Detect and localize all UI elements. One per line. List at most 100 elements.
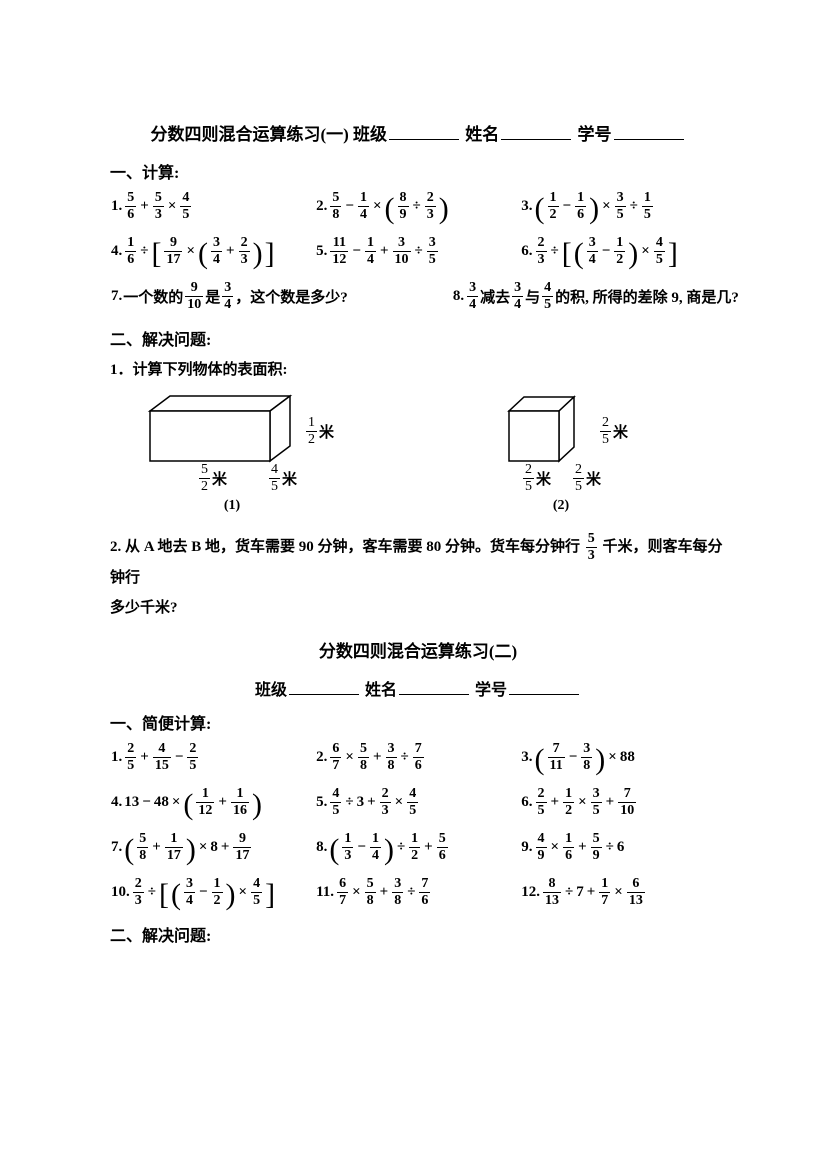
figure-row: 12 米 52 米 45 米 (1) <box>120 391 726 514</box>
q-num: 11. <box>315 884 335 901</box>
div: ÷ <box>395 839 407 856</box>
label-class2: 班级 <box>255 682 287 699</box>
sheet1-title-row: 分数四则混合运算练习(一) 班级 姓名 学号 <box>110 120 726 145</box>
lparen: ( <box>170 884 182 905</box>
plus: + <box>150 839 163 856</box>
frac: 34 <box>512 281 523 312</box>
blank-no[interactable] <box>614 124 684 140</box>
frac: 34 <box>211 236 222 267</box>
lparen: ( <box>328 839 340 860</box>
plus: + <box>371 749 384 766</box>
times: × <box>343 749 356 766</box>
frac: 67 <box>330 742 341 773</box>
sheet2-fields: 班级 姓名 学号 <box>110 676 726 700</box>
frac: 1112 <box>330 236 348 267</box>
frac: 35 <box>427 236 438 267</box>
s2-q6: 6. 25 + 12 × 35 + 710 <box>520 787 725 818</box>
times: × <box>166 198 179 215</box>
frac: 45 <box>180 191 191 222</box>
div: ÷ <box>563 884 575 901</box>
s2-row3: 7. ( 58 + 117 ) × 8 + 917 8. ( 13 − 14 )… <box>110 832 726 863</box>
s1-sub1: 1．计算下列物体的表面积: <box>110 358 726 379</box>
minus: − <box>355 839 368 856</box>
blank-class2[interactable] <box>289 679 359 695</box>
s2-q11: 11. 67 × 58 + 38 ÷ 76 <box>315 877 520 908</box>
s2-q1: 1. 25 + 415 − 25 <box>110 742 315 773</box>
frac: 613 <box>627 877 645 908</box>
blank-no2[interactable] <box>509 679 579 695</box>
q7-num: 7. <box>110 288 123 305</box>
frac: 23 <box>133 877 144 908</box>
num: 3 <box>356 794 366 811</box>
times: × <box>170 794 183 811</box>
blank-name2[interactable] <box>399 679 469 695</box>
times: × <box>393 794 406 811</box>
q-num: 2. <box>315 749 328 766</box>
q7-text-b: 是 <box>205 286 220 307</box>
blank-class[interactable] <box>389 124 459 140</box>
frac: 23 <box>536 236 547 267</box>
q-num: 7. <box>110 839 123 856</box>
frac: 45 <box>330 787 341 818</box>
q-num: 3. <box>520 749 533 766</box>
s2-row1: 1. 25 + 415 − 25 2. 67 × 58 + 38 ÷ 76 3. <box>110 742 726 773</box>
frac: 310 <box>393 236 411 267</box>
sheet1-section1: 一、计算: <box>110 159 726 183</box>
frac: 415 <box>153 742 171 773</box>
blank-name[interactable] <box>501 124 571 140</box>
lparen: ( <box>123 839 135 860</box>
rbrack: ] <box>264 243 276 264</box>
frac: 38 <box>386 742 397 773</box>
rparen: ) <box>251 794 263 815</box>
label-name: 姓名 <box>465 125 499 144</box>
times: × <box>639 243 652 260</box>
q8-text-a: 减去 <box>480 286 510 307</box>
q5-num: 5. <box>315 243 328 260</box>
frac: 116 <box>231 787 249 818</box>
frac: 56 <box>125 191 136 222</box>
lparen: ( <box>534 198 546 219</box>
frac: 16 <box>563 832 574 863</box>
lparen: ( <box>384 198 396 219</box>
frac: 25 <box>125 742 136 773</box>
rbrack: ] <box>667 243 679 264</box>
times: × <box>350 884 363 901</box>
worksheet-page: 分数四则混合运算练习(一) 班级 姓名 学号 一、计算: 1. 56 + 53 … <box>0 0 826 994</box>
plus: + <box>365 794 378 811</box>
frac: 711 <box>548 742 565 773</box>
s2-q5: 5. 45 ÷ 3 + 23 × 45 <box>315 787 520 818</box>
rparen: ) <box>252 243 264 264</box>
times: × <box>576 794 589 811</box>
q-num: 4. <box>110 794 123 811</box>
s1-row3: 7. 一个数的 910 是 34 ，这个数是多少? 8. 34 减去 34 与 … <box>110 281 726 312</box>
lparen: ( <box>182 794 194 815</box>
frac: 89 <box>398 191 409 222</box>
plus: + <box>378 243 391 260</box>
frac: 45 <box>542 281 553 312</box>
div: ÷ <box>138 243 150 260</box>
s1-q7: 7. 一个数的 910 是 34 ，这个数是多少? <box>110 281 412 312</box>
minus: − <box>567 749 580 766</box>
num: 48 <box>153 794 170 811</box>
s2-q7: 7. ( 58 + 117 ) × 8 + 917 <box>110 832 315 863</box>
num: 13 <box>123 794 140 811</box>
rparen: ) <box>438 198 450 219</box>
frac: 12 <box>548 191 559 222</box>
s1-problem2: 2. 从 A 地去 B 地，货车需要 90 分钟，客车需要 80 分钟。货车每分… <box>110 532 726 623</box>
div: ÷ <box>413 243 425 260</box>
rparen: ) <box>588 198 600 219</box>
div: ÷ <box>399 749 411 766</box>
frac: 34 <box>587 236 598 267</box>
frac: 56 <box>437 832 448 863</box>
div: ÷ <box>146 884 158 901</box>
frac: 910 <box>185 281 203 312</box>
frac: 53 <box>586 532 597 563</box>
times: × <box>606 749 619 766</box>
q-num: 9. <box>520 839 533 856</box>
num: 88 <box>619 749 636 766</box>
frac: 45 <box>654 236 665 267</box>
unit: 米 <box>613 421 628 442</box>
s2-q12: 12. 813 ÷ 7 + 17 × 613 <box>520 877 725 908</box>
frac: 12 <box>212 877 223 908</box>
unit: 米 <box>212 468 227 489</box>
